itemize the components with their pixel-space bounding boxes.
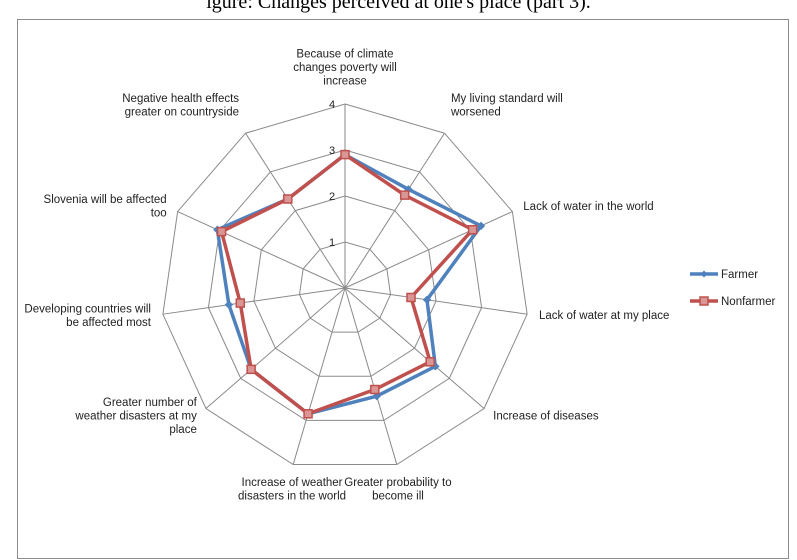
radar-series [213,149,486,419]
axis-label-5-line-1: become ill [372,491,424,503]
axis-label-2-line-0: Lack of water in the world [523,201,653,213]
chart-area: 1 2 3 4 Because of climate changes poverty w… [17,19,789,559]
axis-label-0-line-1: changes poverty will [293,62,397,74]
axis-label-3: Lack of water at my place [539,310,669,322]
legend-label-farmer: Farmer [721,269,758,281]
legend-item-farmer: Farmer [690,269,758,281]
data-point-nonfarmer-6 [303,409,313,419]
series-line-farmer [215,152,483,416]
axis-label-0-line-0: Because of climate [296,49,393,61]
tick-label-1: 1 [329,237,335,249]
data-point-farmer-8 [224,300,234,309]
spoke-8 [162,287,346,315]
axis-label-0: Because of climate changes poverty will in… [293,49,397,88]
spoke-2 [344,211,513,289]
legend-marker-farmer [700,270,708,278]
axis-label-10-line-0: Negative health effects [122,93,239,105]
axis-label-1-line-0: My living standard will [451,93,563,105]
data-point-nonfarmer-7 [246,364,256,375]
axis-label-7-line-0: Greater number of [103,397,198,409]
data-point-farmer-5 [372,391,381,401]
tick-label-3: 3 [329,145,335,157]
data-point-nonfarmer-2 [467,224,478,235]
axis-label-9-line-0: Slovenia will be affected [44,194,167,206]
grid-ring-3 [207,149,483,421]
data-point-nonfarmer-3 [406,292,416,303]
legend-label-nonfarmer: Nonfarmer [721,296,775,308]
radar-axis-labels: Because of climate changes poverty will in… [24,49,669,503]
axis-label-1: My living standard will worsened [450,93,563,119]
data-point-nonfarmer-1 [399,190,410,200]
axis-label-7: Greater number of weather disasters at my… [74,397,197,436]
axis-label-10: Negative health effects greater on countr… [122,93,239,119]
data-point-nonfarmer-4 [425,357,435,367]
spoke-6 [292,287,346,465]
axis-label-8-line-0: Developing countries will [24,303,151,315]
spoke-5 [344,287,398,465]
axis-label-4-line-0: Increase of diseases [493,411,599,423]
axis-label-6: Increase of weather disasters in the worl… [238,477,346,503]
data-point-nonfarmer-10 [283,194,293,204]
data-point-nonfarmer-8 [235,298,246,308]
spoke-9 [177,211,346,289]
data-point-farmer-2 [476,221,486,231]
axis-label-5: Greater probability to become ill [344,477,451,503]
axis-label-7-line-1: weather disasters at my [74,411,197,423]
spoke-10 [245,132,346,289]
axis-label-9: Slovenia will be affected too [44,194,167,220]
axis-label-0-line-2: increase [323,76,366,88]
radar-tick-labels: 1 2 3 4 [329,99,335,249]
spoke-3 [344,287,528,315]
series-line-nonfarmer [219,152,475,416]
radar-spokes [162,104,528,465]
series-nonfarmer [216,149,478,419]
spoke-4 [344,287,485,409]
grid-ring-1 [298,241,392,333]
axis-label-8: Developing countries will be affected mos… [24,303,151,329]
axis-label-7-line-2: place [169,424,197,436]
axis-label-6-line-0: Increase of weather [242,477,343,489]
axis-label-8-line-1: be affected most [66,317,152,329]
tick-label-4: 4 [329,99,335,111]
axis-label-4: Increase of diseases [493,411,599,423]
axis-label-5-line-0: Greater probability to [344,477,451,489]
legend: Farmer Nonfarmer [690,269,775,308]
data-point-nonfarmer-0 [340,149,350,160]
data-point-nonfarmer-9 [216,226,227,237]
data-point-nonfarmer-5 [370,384,380,395]
axis-label-2: Lack of water in the world [523,201,653,213]
axis-label-10-line-1: greater on countryside [125,107,239,119]
legend-marker-nonfarmer [699,296,709,306]
radar-grid [162,103,528,466]
radar-chart: 1 2 3 4 Because of climate changes poverty w… [24,49,775,503]
axis-label-3-line-0: Lack of water at my place [539,310,669,322]
data-point-farmer-3 [422,295,432,304]
grid-ring-4 [162,103,528,466]
spoke-7 [205,287,346,409]
axis-label-1-line-1: worsened [450,107,501,119]
grid-ring-2 [253,195,437,377]
spoke-1 [344,132,445,289]
axis-label-9-line-1: too [151,208,167,220]
axis-label-6-line-1: disasters in the world [238,491,346,503]
tick-label-2: 2 [329,191,335,203]
figure-caption: igure: Changes perceived at one's place … [206,0,591,13]
legend-item-nonfarmer: Nonfarmer [690,296,775,308]
